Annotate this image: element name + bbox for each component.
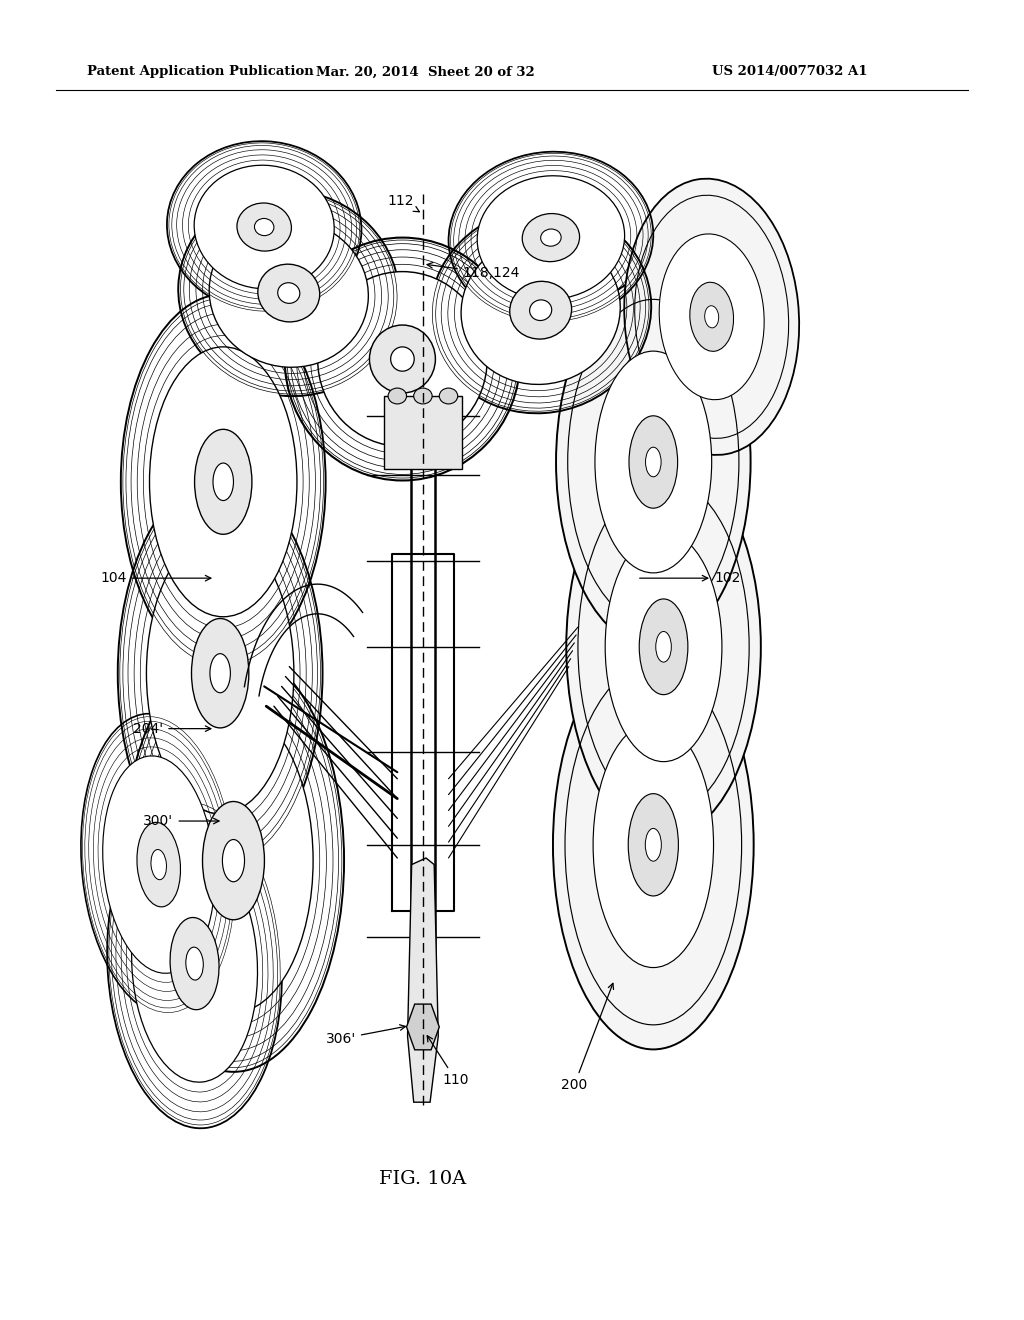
Ellipse shape	[566, 455, 761, 838]
Text: 306': 306'	[326, 1024, 406, 1045]
Ellipse shape	[541, 228, 561, 247]
Ellipse shape	[510, 281, 571, 339]
Text: Patent Application Publication: Patent Application Publication	[87, 66, 313, 78]
Ellipse shape	[317, 272, 487, 446]
Ellipse shape	[370, 325, 435, 393]
Text: 118,124: 118,124	[427, 263, 520, 280]
Ellipse shape	[210, 653, 230, 693]
Text: 300': 300'	[143, 814, 219, 828]
Ellipse shape	[439, 388, 458, 404]
Polygon shape	[407, 1005, 439, 1049]
Ellipse shape	[639, 599, 688, 694]
Ellipse shape	[605, 532, 722, 762]
Ellipse shape	[191, 619, 249, 727]
Ellipse shape	[151, 850, 167, 879]
Text: 200: 200	[561, 983, 613, 1092]
Ellipse shape	[170, 917, 219, 1010]
Ellipse shape	[414, 388, 432, 404]
Ellipse shape	[185, 948, 204, 979]
Polygon shape	[384, 396, 462, 469]
Ellipse shape	[258, 264, 319, 322]
Text: FIG. 10A: FIG. 10A	[379, 1170, 467, 1188]
Text: US 2014/0077032 A1: US 2014/0077032 A1	[712, 66, 867, 78]
Ellipse shape	[529, 300, 552, 321]
Ellipse shape	[625, 178, 799, 455]
Ellipse shape	[203, 801, 264, 920]
Ellipse shape	[132, 845, 257, 1082]
Ellipse shape	[388, 388, 407, 404]
Ellipse shape	[209, 219, 369, 367]
Ellipse shape	[690, 282, 733, 351]
Text: 112: 112	[387, 194, 420, 211]
Text: Mar. 20, 2014  Sheet 20 of 32: Mar. 20, 2014 Sheet 20 of 32	[315, 66, 535, 78]
Ellipse shape	[237, 203, 292, 251]
Text: 110: 110	[427, 1036, 469, 1086]
Ellipse shape	[655, 631, 672, 663]
Ellipse shape	[629, 416, 678, 508]
Text: 204': 204'	[133, 722, 211, 735]
Ellipse shape	[461, 236, 621, 384]
Ellipse shape	[553, 640, 754, 1049]
Text: 104: 104	[100, 572, 211, 585]
Ellipse shape	[522, 214, 580, 261]
Ellipse shape	[102, 756, 215, 973]
Ellipse shape	[195, 429, 252, 535]
Ellipse shape	[477, 176, 625, 300]
Ellipse shape	[150, 347, 297, 616]
Ellipse shape	[659, 234, 764, 400]
Ellipse shape	[390, 347, 414, 371]
Ellipse shape	[595, 351, 712, 573]
Ellipse shape	[255, 218, 273, 236]
Text: 102: 102	[640, 572, 741, 585]
Ellipse shape	[629, 793, 678, 896]
Ellipse shape	[705, 306, 719, 327]
Ellipse shape	[195, 165, 334, 289]
Polygon shape	[408, 858, 438, 1102]
Ellipse shape	[213, 463, 233, 500]
Ellipse shape	[645, 447, 662, 477]
Ellipse shape	[222, 840, 245, 882]
Ellipse shape	[278, 282, 300, 304]
Ellipse shape	[137, 822, 180, 907]
Ellipse shape	[593, 722, 714, 968]
Ellipse shape	[645, 829, 662, 861]
Ellipse shape	[146, 532, 294, 814]
Ellipse shape	[556, 277, 751, 647]
Ellipse shape	[154, 709, 313, 1012]
